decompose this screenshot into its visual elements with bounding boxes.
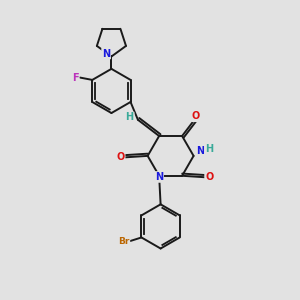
Text: O: O: [116, 152, 125, 162]
Text: O: O: [205, 172, 213, 182]
Text: H: H: [205, 144, 213, 154]
Text: F: F: [72, 73, 79, 82]
Text: H: H: [126, 112, 134, 122]
Text: O: O: [192, 111, 200, 121]
Text: N: N: [155, 172, 163, 182]
Text: Br: Br: [118, 237, 130, 246]
Text: N: N: [102, 49, 110, 58]
Text: N: N: [196, 146, 204, 156]
